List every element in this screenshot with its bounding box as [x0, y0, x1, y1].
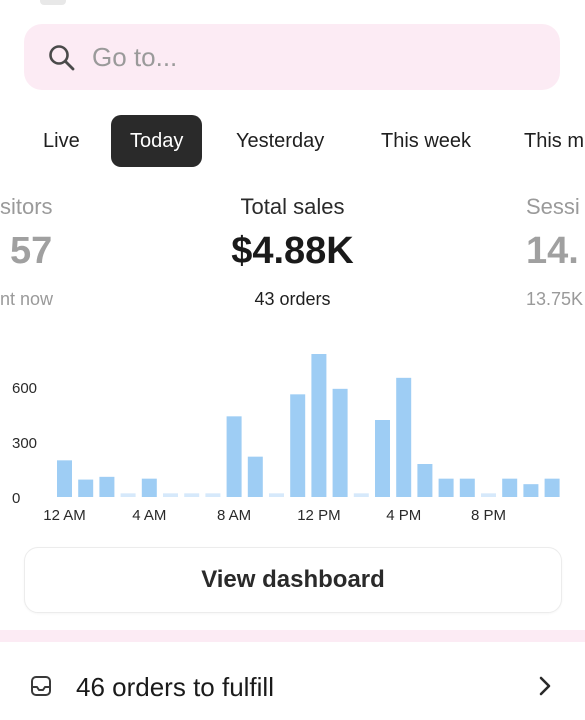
- y-tick-label: 0: [12, 490, 20, 507]
- date-range-tabs: Live Today Yesterday This week This m: [0, 115, 585, 167]
- chart-bar: [375, 420, 390, 497]
- orders-to-fulfill-label: 46 orders to fulfill: [76, 672, 274, 702]
- metric-sessions-label: Sessi: [526, 194, 580, 219]
- metric-sessions-value: 14.: [526, 230, 579, 272]
- tab-live[interactable]: Live: [43, 130, 80, 152]
- tab-this-week[interactable]: This week: [381, 130, 472, 152]
- search-input[interactable]: Go to...: [92, 42, 178, 72]
- chart-bar: [311, 354, 327, 497]
- chart-bar: [544, 478, 560, 497]
- chart-bar: [247, 456, 263, 497]
- metric-total-sales-label: Total sales: [240, 194, 345, 219]
- chart-bar: [481, 493, 496, 497]
- tab-today[interactable]: Today: [111, 115, 203, 167]
- tab-yesterday[interactable]: Yesterday: [236, 130, 325, 152]
- chart-bar: [459, 478, 475, 497]
- metric-visitors-value: 57: [10, 230, 53, 272]
- chart-bar: [226, 416, 242, 497]
- inbox-icon: [31, 676, 51, 696]
- chart-bar: [353, 493, 369, 497]
- x-tick-label: 4 PM: [386, 507, 421, 524]
- metric-visitors[interactable]: sitors 57 nt now: [0, 192, 53, 312]
- section-divider: [0, 630, 585, 642]
- sales-bar-chart: 0 300 600 12 AM 4 AM 8 AM 12 PM 4 PM 8 PM: [12, 354, 560, 524]
- metric-sessions[interactable]: Sessi 14. 13.75K: [526, 192, 583, 312]
- chart-bar: [502, 478, 518, 497]
- x-tick-label: 12 PM: [297, 507, 340, 524]
- metric-total-sales-sub: 43 orders: [254, 289, 331, 309]
- chart-bar: [57, 460, 72, 497]
- tab-this-month[interactable]: This m: [524, 130, 584, 152]
- metric-total-sales[interactable]: Total sales $4.88K 43 orders: [0, 192, 585, 312]
- search-bar[interactable]: Go to...: [24, 24, 560, 90]
- chart-bar: [438, 478, 454, 497]
- metric-visitors-sub: nt now: [0, 289, 54, 309]
- chart-bar: [184, 493, 200, 497]
- chart-bar: [290, 394, 306, 497]
- search-icon: [49, 45, 75, 71]
- chart-bar: [205, 493, 221, 497]
- x-tick-label: 4 AM: [132, 507, 166, 524]
- chart-bar: [396, 377, 412, 497]
- chart-bar: [99, 476, 115, 497]
- chart-bar: [141, 478, 157, 497]
- view-dashboard-button[interactable]: View dashboard: [24, 547, 562, 613]
- metric-total-sales-value: $4.88K: [231, 230, 354, 272]
- chart-bar: [163, 493, 178, 497]
- chevron-right-icon: [539, 676, 551, 696]
- x-tick-label: 12 AM: [43, 507, 86, 524]
- chart-bar: [417, 464, 433, 497]
- metric-sessions-sub: 13.75K: [526, 289, 584, 309]
- chart-bar: [523, 484, 539, 497]
- orders-to-fulfill-row[interactable]: 46 orders to fulfill: [0, 642, 585, 720]
- scroll-edge: [40, 0, 66, 5]
- y-tick-label: 600: [12, 380, 37, 397]
- chart-bar: [269, 493, 284, 497]
- chart-bar: [120, 493, 136, 497]
- x-tick-label: 8 PM: [471, 507, 506, 524]
- metric-visitors-label: sitors: [0, 194, 53, 219]
- x-tick-label: 8 AM: [217, 507, 251, 524]
- chart-bar: [332, 388, 348, 497]
- y-tick-label: 300: [12, 435, 37, 452]
- chart-bar: [78, 479, 94, 497]
